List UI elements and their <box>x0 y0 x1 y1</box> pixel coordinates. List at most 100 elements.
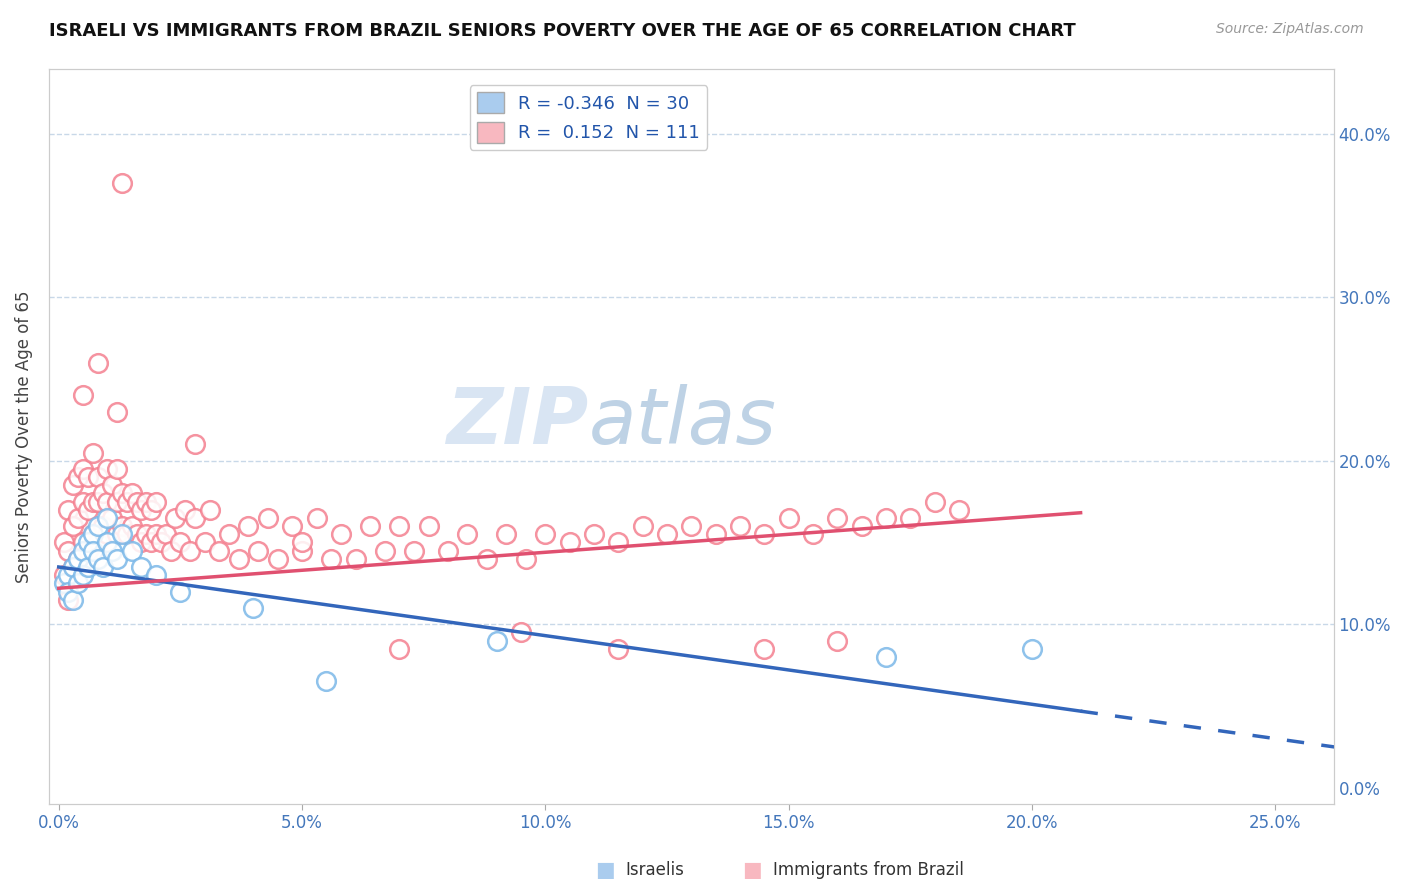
Point <box>105 405 128 419</box>
Point <box>291 535 314 549</box>
Point <box>96 527 118 541</box>
Point <box>131 535 153 549</box>
Point <box>101 478 124 492</box>
Point <box>62 478 84 492</box>
Point <box>125 494 148 508</box>
Point <box>194 535 217 549</box>
Point <box>96 535 118 549</box>
Point <box>82 445 104 459</box>
Point <box>91 486 114 500</box>
Point <box>62 560 84 574</box>
Point <box>121 486 143 500</box>
Text: Israelis: Israelis <box>626 861 685 879</box>
Point <box>228 551 250 566</box>
Point <box>418 519 440 533</box>
Point <box>388 641 411 656</box>
Point <box>402 543 425 558</box>
Point <box>218 527 240 541</box>
Point <box>558 535 581 549</box>
Y-axis label: Seniors Poverty Over the Age of 65: Seniors Poverty Over the Age of 65 <box>15 290 32 582</box>
Text: atlas: atlas <box>589 384 776 459</box>
Point <box>704 527 727 541</box>
Text: ZIP: ZIP <box>446 384 589 459</box>
Point <box>754 641 776 656</box>
Point <box>159 543 181 558</box>
Point <box>125 527 148 541</box>
Point <box>155 527 177 541</box>
Point <box>145 527 167 541</box>
Text: ■: ■ <box>742 860 762 880</box>
Point <box>82 527 104 541</box>
Point <box>681 519 703 533</box>
Point <box>145 568 167 582</box>
Point <box>86 470 108 484</box>
Point <box>515 551 537 566</box>
Text: ISRAELI VS IMMIGRANTS FROM BRAZIL SENIORS POVERTY OVER THE AGE OF 65 CORRELATION: ISRAELI VS IMMIGRANTS FROM BRAZIL SENIOR… <box>49 22 1076 40</box>
Point <box>96 462 118 476</box>
Point <box>115 494 138 508</box>
Point <box>58 592 80 607</box>
Point <box>329 527 352 541</box>
Point <box>58 584 80 599</box>
Point <box>135 527 157 541</box>
Point <box>359 519 381 533</box>
Point <box>86 519 108 533</box>
Point <box>321 551 343 566</box>
Point <box>131 503 153 517</box>
Point <box>437 543 460 558</box>
Point <box>101 511 124 525</box>
Point <box>607 535 630 549</box>
Point <box>62 519 84 533</box>
Point <box>115 527 138 541</box>
Point <box>82 494 104 508</box>
Point <box>77 543 100 558</box>
Point <box>257 511 280 525</box>
Point <box>305 511 328 525</box>
Point <box>1021 641 1043 656</box>
Point <box>135 494 157 508</box>
Point <box>631 519 654 533</box>
Point <box>145 494 167 508</box>
Point <box>778 511 800 525</box>
Point <box>198 503 221 517</box>
Point <box>105 551 128 566</box>
Point <box>827 633 849 648</box>
Point <box>851 519 873 533</box>
Point <box>281 519 304 533</box>
Point <box>111 176 134 190</box>
Point <box>485 633 508 648</box>
Point <box>111 486 134 500</box>
Point <box>924 494 946 508</box>
Point <box>165 511 187 525</box>
Point <box>52 576 75 591</box>
Point <box>77 535 100 549</box>
Point <box>179 543 201 558</box>
Point <box>62 592 84 607</box>
Point <box>101 543 124 558</box>
Point <box>52 568 75 582</box>
Point <box>82 527 104 541</box>
Point <box>184 511 207 525</box>
Point <box>72 388 94 402</box>
Point <box>77 560 100 574</box>
Point <box>131 560 153 574</box>
Point <box>58 503 80 517</box>
Point <box>266 551 288 566</box>
Point <box>72 568 94 582</box>
Point <box>62 560 84 574</box>
Point <box>52 535 75 549</box>
Point <box>58 543 80 558</box>
Point <box>111 519 134 533</box>
Text: Immigrants from Brazil: Immigrants from Brazil <box>773 861 965 879</box>
Point <box>96 494 118 508</box>
Point <box>875 649 897 664</box>
Point <box>111 527 134 541</box>
Point <box>105 494 128 508</box>
Point <box>898 511 921 525</box>
Point <box>388 519 411 533</box>
Point <box>86 551 108 566</box>
Point <box>169 535 191 549</box>
Point <box>801 527 824 541</box>
Point <box>72 494 94 508</box>
Point <box>72 543 94 558</box>
